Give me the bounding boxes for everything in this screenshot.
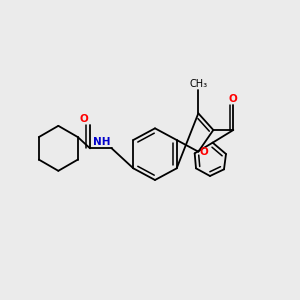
Text: O: O	[80, 113, 88, 124]
Text: O: O	[200, 147, 208, 157]
Text: CH₃: CH₃	[189, 79, 207, 89]
Text: NH: NH	[93, 137, 110, 147]
Text: O: O	[229, 94, 238, 103]
